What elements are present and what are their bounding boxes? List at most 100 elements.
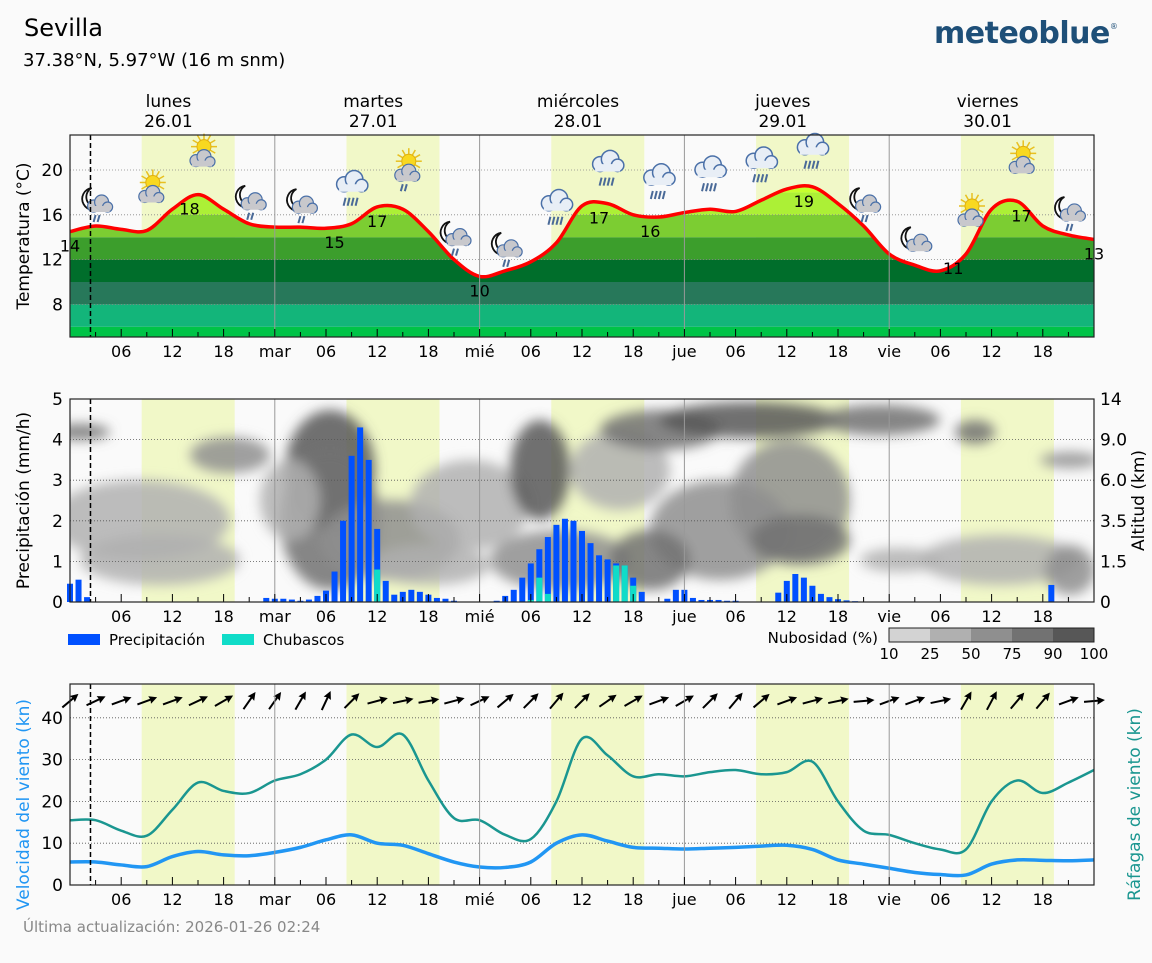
cloud-base — [499, 250, 520, 257]
rain-drop — [864, 214, 869, 223]
cloud-legend-frame — [888, 627, 1095, 643]
x-tick-label: 12 — [367, 342, 387, 361]
wind-direction-arrow-icon — [986, 691, 997, 711]
shower-bar — [630, 585, 637, 602]
temperature-band — [70, 237, 1094, 260]
precipitation-bar — [527, 563, 534, 602]
arrow-shaft — [828, 698, 845, 705]
y-tick-label: 10 — [41, 834, 63, 854]
rain-drop — [555, 216, 560, 226]
precipitation-bar — [382, 580, 389, 602]
wind-panel: 0 10 20 30 40 Velocidad del viento (kn) Ráfaga… — [14, 683, 1145, 910]
arrow-shaft — [702, 696, 715, 709]
x-tick-label: 18 — [1033, 342, 1053, 361]
arrow-head — [633, 695, 643, 703]
y-tick-label: 30 — [41, 751, 63, 771]
rain-drop — [649, 190, 654, 200]
cloud-shape — [694, 155, 727, 178]
precipitation-bar — [340, 520, 347, 602]
rain-drop — [350, 197, 355, 207]
x-tick-label: 12 — [367, 890, 387, 909]
wind-direction-arrow-icon — [294, 691, 306, 711]
x-tick-label: 12 — [162, 890, 182, 909]
meteoblue-logo[interactable]: meteoblue® — [934, 16, 1118, 51]
day-name: viernes — [957, 92, 1019, 112]
arrow-shaft — [137, 698, 153, 706]
cloud-cover-area — [660, 402, 840, 438]
y-tick-label: 40 — [41, 709, 63, 729]
precipitation-bar — [408, 589, 415, 602]
y-tick-label: 3 — [52, 471, 63, 491]
daylight-band — [756, 684, 850, 885]
rain-drop — [815, 160, 820, 170]
arrow-shaft — [444, 698, 461, 705]
cloud-legend-title: Nubosidad (%) — [768, 629, 878, 647]
shower-bar — [544, 593, 551, 602]
day-date: 29.01 — [758, 112, 807, 132]
x-tick-label: mié — [465, 342, 495, 361]
rain-drop — [403, 183, 408, 192]
precipitation-bar — [348, 455, 355, 602]
arrow-head — [866, 696, 875, 705]
x-tick-label: 12 — [981, 607, 1001, 626]
cloud-legend-tick: 50 — [961, 645, 980, 663]
x-tick-label: 18 — [623, 890, 643, 909]
arrow-head — [379, 696, 388, 705]
cloud-legend-swatch — [930, 628, 971, 642]
arrow-head — [840, 696, 849, 705]
precipitation-bar — [561, 518, 568, 602]
cloud-base — [799, 147, 825, 155]
x-tick-label: 12 — [162, 607, 182, 626]
day-date: 30.01 — [963, 112, 1012, 132]
rain-drop — [807, 160, 812, 170]
rain-drop — [811, 160, 816, 170]
precipitation-bar — [596, 555, 603, 602]
x-tick-label: 18 — [828, 890, 848, 909]
arrow-shaft — [343, 696, 357, 709]
temperature-frame — [69, 134, 1095, 338]
heavy-rain-icon — [796, 132, 830, 170]
cloud-legend-tick: 90 — [1043, 645, 1062, 663]
cloud-shape — [854, 194, 882, 213]
rain-drop — [606, 177, 611, 186]
rain-drop — [399, 183, 404, 192]
arrow-shaft — [777, 698, 793, 706]
arrow-head — [404, 696, 414, 705]
x-tick-label: jue — [671, 607, 696, 626]
y-axis-label: Temperatura (°C) — [14, 162, 34, 310]
arrow-head — [69, 693, 79, 703]
x-tick-label: 18 — [1033, 890, 1053, 909]
night-rain-icon — [490, 231, 523, 268]
precipitation-bar — [374, 528, 381, 602]
wind-direction-arrow-icon — [367, 696, 388, 705]
x-tick-label: 06 — [725, 342, 745, 361]
x-tick-label: vie — [877, 890, 901, 909]
precipitation-bar — [314, 595, 321, 602]
y-tick-label: 8 — [52, 295, 63, 315]
cloud-cover-area — [410, 460, 530, 550]
wind-direction-arrow-icon — [137, 696, 158, 706]
arrow-head — [96, 696, 106, 704]
altitude-tick-label: 6.0 — [1100, 471, 1127, 491]
cloud-shape — [394, 163, 421, 182]
arrow-head — [660, 696, 670, 704]
wind-direction-arrow-icon — [268, 691, 282, 710]
wind-direction-arrow-icon — [879, 696, 900, 706]
rain-drop — [756, 173, 761, 183]
precipitation-legend-label: Precipitación — [109, 631, 205, 649]
rain-drop — [551, 216, 556, 226]
wind-direction-arrow-icon — [549, 692, 564, 710]
cloud-cover-area — [920, 535, 1080, 585]
temperature-label: 11 — [943, 259, 963, 278]
altitude-tick-label: 9.0 — [1100, 431, 1127, 451]
precipitation-bar — [305, 599, 312, 602]
rain-drop — [701, 182, 705, 192]
x-tick-label: 06 — [316, 342, 336, 361]
cloud-cover-area — [750, 515, 850, 565]
temperature-label: 15 — [324, 233, 344, 252]
cloud-cover-area — [510, 420, 570, 520]
arrow-head — [480, 696, 490, 704]
shower-bar — [621, 565, 628, 602]
x-tick-label: 06 — [725, 607, 745, 626]
